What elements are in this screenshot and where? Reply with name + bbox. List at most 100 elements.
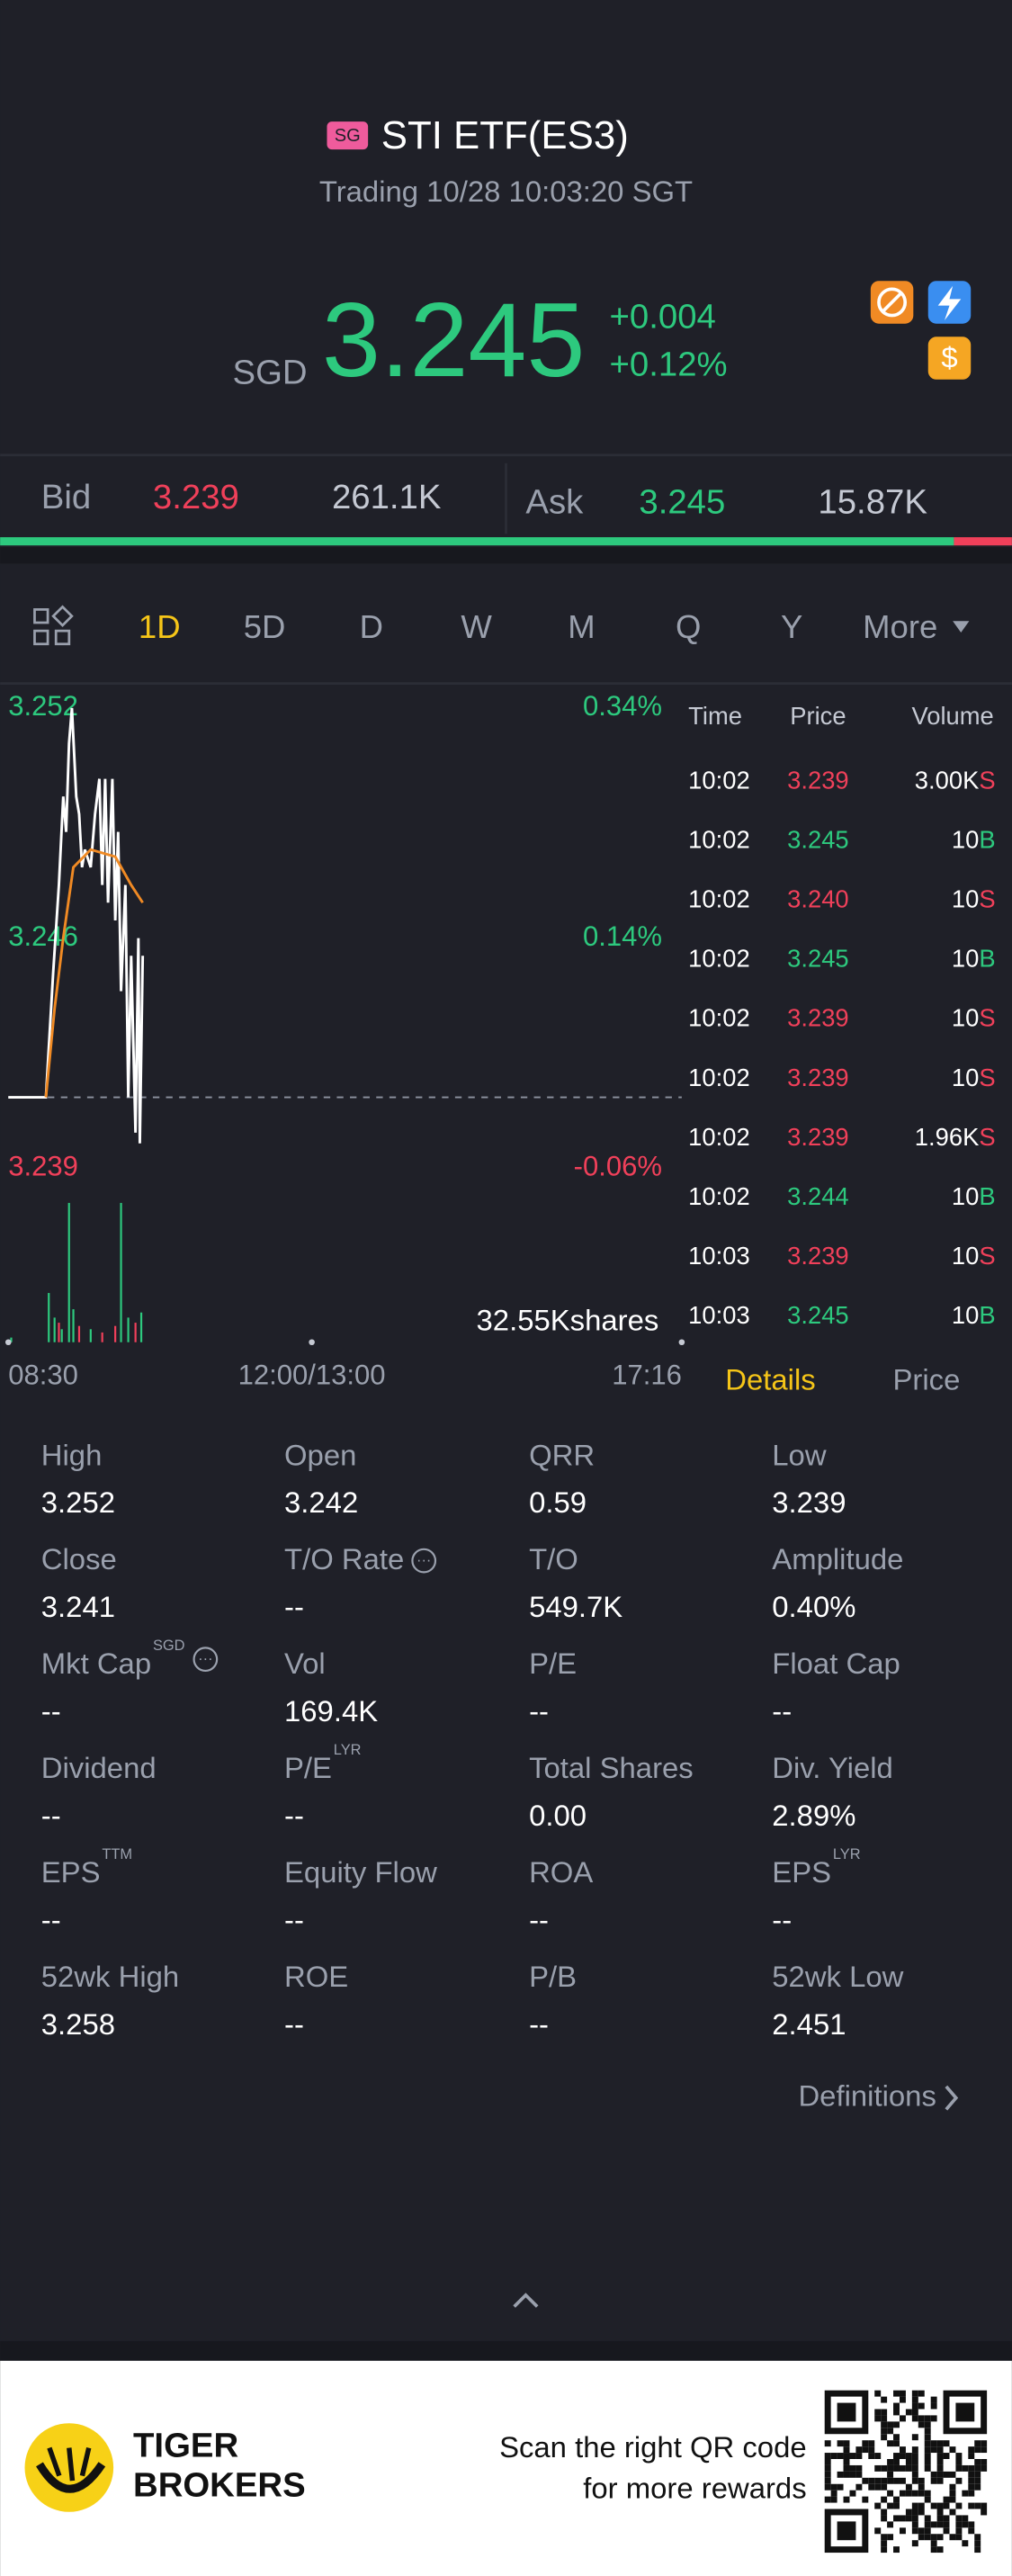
qr-module <box>930 2534 937 2541</box>
qr-module <box>962 2521 969 2528</box>
period-tab[interactable]: M <box>568 608 595 645</box>
qr-module <box>924 2534 931 2541</box>
detail-label: Mkt Cap <box>41 1647 151 1680</box>
qr-module <box>911 2409 918 2416</box>
qr-module <box>911 2458 918 2465</box>
qr-module <box>911 2527 918 2535</box>
bid-size: 261.1K <box>332 478 442 516</box>
trade-time: 10:02 <box>688 945 750 973</box>
qr-module <box>874 2483 882 2491</box>
qr-module <box>930 2446 937 2454</box>
qr-module <box>893 2402 900 2410</box>
qr-module <box>830 2453 837 2459</box>
qr-module <box>830 2490 837 2497</box>
intraday-chart: 3.252 3.246 3.239 0.34% 0.14% -0.06% 32.55Ksha… <box>4 690 685 1390</box>
qr-module <box>930 2540 937 2547</box>
qr-module <box>905 2464 912 2472</box>
price-line <box>8 707 145 1144</box>
qr-module <box>887 2471 894 2478</box>
qr-module <box>911 2453 918 2459</box>
info-icon[interactable] <box>193 1647 219 1673</box>
qr-module <box>924 2458 931 2465</box>
layout-icon[interactable] <box>33 605 74 646</box>
info-icon[interactable] <box>411 1548 437 1574</box>
qr-module <box>930 2396 937 2403</box>
y2-tick-label: 0.14% <box>583 920 662 952</box>
qr-module <box>968 2490 975 2497</box>
qr-module <box>955 2515 963 2522</box>
qr-module <box>881 2428 888 2435</box>
qr-module <box>893 2464 900 2472</box>
trade-time: 10:02 <box>688 1004 750 1032</box>
qr-module <box>899 2464 906 2472</box>
qr-module <box>887 2440 894 2447</box>
detail-superscript: TTM <box>102 1846 132 1862</box>
period-tab[interactable]: W <box>461 608 492 645</box>
qr-module <box>905 2490 912 2497</box>
qr-module <box>918 2527 925 2535</box>
qr-module <box>899 2490 906 2497</box>
collapse-caret[interactable] <box>513 2293 539 2308</box>
qr-module <box>905 2509 912 2516</box>
icon-glyph <box>881 291 903 314</box>
qr-module <box>849 2490 856 2497</box>
trade-price: 3.244 <box>787 1182 849 1210</box>
qr-module <box>899 2390 906 2397</box>
period-tab[interactable]: 1D <box>139 608 181 645</box>
qr-module <box>981 2440 988 2447</box>
trade-price: 3.239 <box>787 1064 849 1091</box>
trade-side: B <box>979 945 995 973</box>
period-tab[interactable]: 5D <box>244 608 286 645</box>
qr-module <box>930 2546 937 2554</box>
panel-tab[interactable]: Price <box>892 1362 960 1396</box>
qr-module <box>955 2477 963 2484</box>
qr-finder <box>837 2402 856 2422</box>
icon-glyph <box>51 605 74 627</box>
qr-module <box>899 2515 906 2522</box>
qr-module <box>893 2546 900 2554</box>
qr-module <box>881 2464 888 2472</box>
period-tab[interactable]: Q <box>676 608 701 645</box>
qr-module <box>868 2453 875 2459</box>
qr-module <box>905 2483 912 2491</box>
qr-module <box>868 2446 875 2454</box>
trade-time: 10:03 <box>688 1242 750 1270</box>
panel-tab[interactable]: Details <box>725 1362 815 1396</box>
period-tab[interactable]: Y <box>781 608 802 645</box>
icon-dollar[interactable] <box>927 337 972 380</box>
qr-module <box>943 2440 950 2447</box>
definitions-link[interactable]: Definitions <box>798 2078 936 2112</box>
volume-bar <box>53 1317 56 1342</box>
trading-status: Trading 10/28 10:03:20 SGT <box>319 175 693 208</box>
qr-module <box>874 2477 882 2484</box>
qr-module <box>881 2409 888 2416</box>
qr-module <box>881 2534 888 2541</box>
bid-price: 3.239 <box>153 478 239 516</box>
trade-time: 10:02 <box>688 766 750 794</box>
qr-module <box>918 2490 925 2497</box>
trade-volume: 10 <box>952 945 979 973</box>
qr-module <box>924 2521 931 2528</box>
detail-value: -- <box>772 1694 792 1728</box>
trade-header: Price <box>790 702 846 730</box>
qr-module <box>974 2540 981 2547</box>
qr-module <box>936 2464 944 2472</box>
detail-value: -- <box>284 1799 304 1832</box>
detail-value: 0.40% <box>772 1590 855 1623</box>
trade-time: 10:03 <box>688 1301 750 1329</box>
period-tab[interactable]: More <box>863 608 937 645</box>
period-tab[interactable]: D <box>360 608 383 645</box>
qr-module <box>974 2534 981 2541</box>
trade-price: 3.239 <box>787 1004 849 1032</box>
qr-module <box>899 2453 906 2459</box>
qr-module <box>905 2453 912 2459</box>
qr-module <box>874 2390 882 2397</box>
qr-module <box>936 2521 944 2528</box>
qr-module <box>893 2458 900 2465</box>
qr-module <box>949 2509 956 2516</box>
detail-value: -- <box>284 1590 304 1623</box>
detail-label: Vol <box>284 1647 326 1680</box>
detail-value: 3.239 <box>772 1485 846 1519</box>
trade-volume: 3.00K <box>915 766 980 794</box>
